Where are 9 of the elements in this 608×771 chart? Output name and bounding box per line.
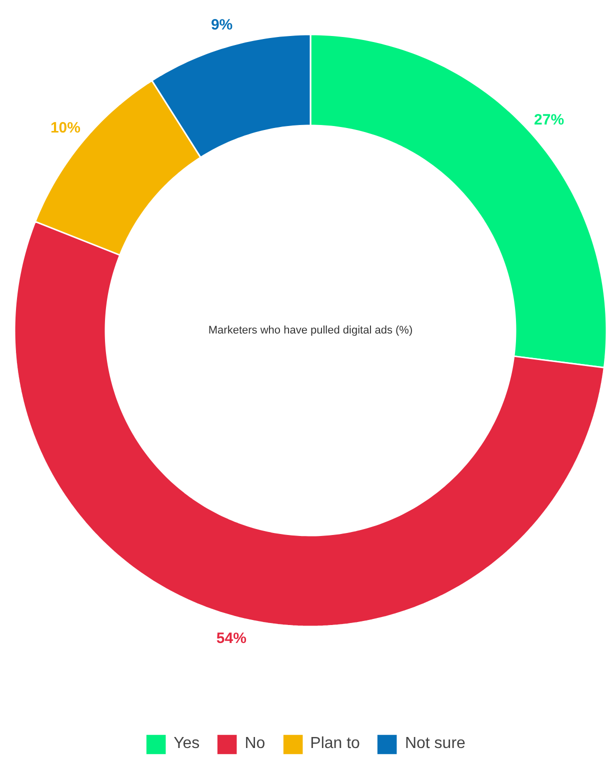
legend-label: Not sure (404, 735, 466, 753)
data-label: 54% (216, 630, 246, 648)
data-label: 9% (210, 16, 233, 34)
legend-label: Yes (174, 735, 200, 753)
legend-label: Plan to (310, 735, 360, 753)
data-label: 10% (50, 119, 80, 136)
data-label: 27% (534, 112, 564, 129)
text: Marketers who have pulled digital ads (%) (208, 324, 413, 336)
legend-label: No (244, 735, 266, 753)
